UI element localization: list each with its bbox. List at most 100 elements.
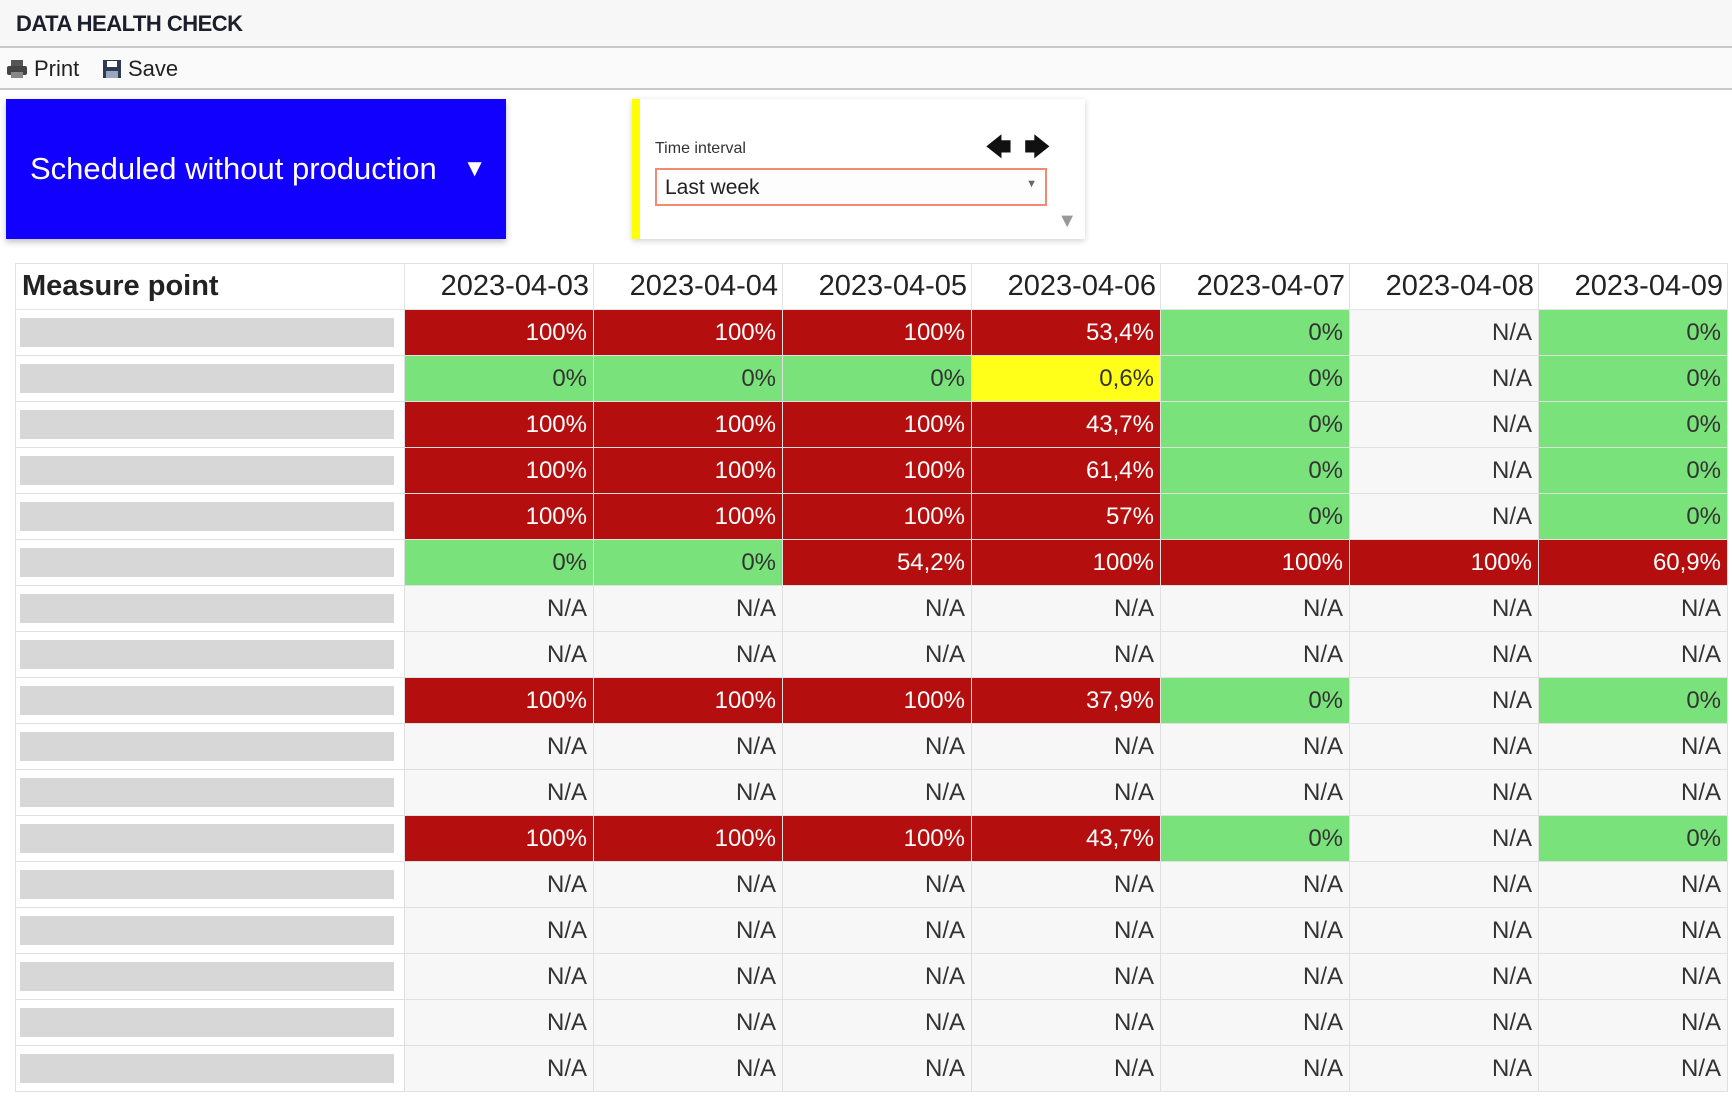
value-cell: N/A [1349, 355, 1539, 402]
value-cell: N/A [1160, 631, 1350, 678]
value-cell: N/A [1349, 861, 1539, 908]
value-cell: N/A [971, 861, 1161, 908]
value-cell: 100% [782, 815, 972, 862]
value-cell: 100% [593, 815, 783, 862]
value-cell: 0% [1160, 447, 1350, 494]
value-cell: N/A [593, 999, 783, 1046]
table-row: N/A N/A N/A N/A N/A N/A N/A [15, 953, 1728, 1000]
value-cell: 0% [1160, 493, 1350, 540]
value-cell: N/A [1349, 677, 1539, 724]
value-cell: N/A [971, 631, 1161, 678]
measure-point-name [15, 953, 405, 1000]
time-interval-select[interactable]: Last week ▼ [655, 168, 1047, 206]
value-cell: N/A [404, 1045, 594, 1092]
value-cell: 0% [1160, 815, 1350, 862]
measure-point-header: Measure point [15, 263, 405, 310]
value-cell: 100% [593, 677, 783, 724]
value-cell: N/A [1160, 723, 1350, 770]
value-cell: N/A [404, 861, 594, 908]
value-cell: N/A [782, 585, 972, 632]
value-cell: 0% [782, 355, 972, 402]
table-row: N/A N/A N/A N/A N/A N/A N/A [15, 999, 1728, 1046]
value-cell: N/A [593, 953, 783, 1000]
value-cell: 0% [593, 539, 783, 586]
measure-point-name [15, 539, 405, 586]
measure-point-name [15, 999, 405, 1046]
value-cell: N/A [593, 769, 783, 816]
floppy-disk-icon [103, 60, 121, 78]
category-label: Scheduled without production [30, 151, 437, 186]
value-cell: N/A [1538, 861, 1728, 908]
value-cell: 0,6% [971, 355, 1161, 402]
table-row: 100% 100% 100% 43,7% 0% N/A 0% [15, 401, 1728, 448]
value-cell: 0% [1538, 447, 1728, 494]
value-cell: N/A [1349, 999, 1539, 1046]
value-cell: 60,9% [1538, 539, 1728, 586]
time-interval-label: Time interval [655, 140, 746, 157]
measure-point-name [15, 861, 405, 908]
value-cell: 57% [971, 493, 1161, 540]
value-cell: N/A [1538, 999, 1728, 1046]
value-cell: 100% [404, 447, 594, 494]
value-cell: N/A [404, 631, 594, 678]
measure-point-name [15, 447, 405, 494]
value-cell: N/A [1538, 907, 1728, 954]
print-label: Print [34, 56, 80, 81]
value-cell: N/A [1538, 953, 1728, 1000]
value-cell: N/A [1349, 493, 1539, 540]
value-cell: N/A [1160, 861, 1350, 908]
toolbar: Print Save [0, 48, 1732, 90]
measure-point-name [15, 677, 405, 724]
value-cell: N/A [1349, 723, 1539, 770]
redacted-label [20, 1054, 394, 1083]
value-cell: 0% [1160, 401, 1350, 448]
date-header: 2023-04-04 [593, 263, 783, 310]
value-cell: N/A [1349, 953, 1539, 1000]
redacted-label [20, 548, 394, 577]
time-interval-value: Last week [665, 176, 760, 199]
value-cell: N/A [971, 953, 1161, 1000]
date-header: 2023-04-07 [1160, 263, 1350, 310]
value-cell: 100% [404, 815, 594, 862]
measure-point-name [15, 401, 405, 448]
print-button[interactable]: Print [6, 56, 79, 82]
value-cell: N/A [1349, 907, 1539, 954]
filter-triangle-icon[interactable]: ▼ [1057, 210, 1077, 232]
value-cell: 100% [1160, 539, 1350, 586]
value-cell: 53,4% [971, 309, 1161, 356]
value-cell: N/A [593, 907, 783, 954]
value-cell: N/A [782, 723, 972, 770]
value-cell: N/A [971, 723, 1161, 770]
value-cell: N/A [1160, 953, 1350, 1000]
value-cell: 100% [404, 677, 594, 724]
value-cell: N/A [1160, 1045, 1350, 1092]
value-cell: N/A [782, 769, 972, 816]
value-cell: 43,7% [971, 815, 1161, 862]
arrow-right-icon[interactable]: 🡆 [1023, 132, 1051, 162]
arrow-left-icon[interactable]: 🡄 [985, 132, 1012, 162]
redacted-label [20, 318, 394, 347]
value-cell: 43,7% [971, 401, 1161, 448]
value-cell: N/A [971, 1045, 1161, 1092]
value-cell: N/A [1160, 585, 1350, 632]
redacted-label [20, 732, 394, 761]
value-cell: N/A [593, 631, 783, 678]
value-cell: N/A [782, 953, 972, 1000]
measure-point-name [15, 815, 405, 862]
value-cell: 0% [1160, 677, 1350, 724]
measure-point-name [15, 493, 405, 540]
table-row: N/A N/A N/A N/A N/A N/A N/A [15, 631, 1728, 678]
table-row: 100% 100% 100% 37,9% 0% N/A 0% [15, 677, 1728, 724]
value-cell: N/A [782, 1045, 972, 1092]
redacted-label [20, 502, 394, 531]
value-cell: N/A [593, 585, 783, 632]
table-row: N/A N/A N/A N/A N/A N/A N/A [15, 907, 1728, 954]
value-cell: 37,9% [971, 677, 1161, 724]
value-cell: 0% [404, 539, 594, 586]
value-cell: 100% [404, 493, 594, 540]
save-button[interactable]: Save [102, 56, 178, 82]
value-cell: 100% [782, 401, 972, 448]
value-cell: N/A [1160, 907, 1350, 954]
printer-icon [7, 60, 27, 78]
category-selector[interactable]: Scheduled without production ▼ [6, 99, 506, 239]
